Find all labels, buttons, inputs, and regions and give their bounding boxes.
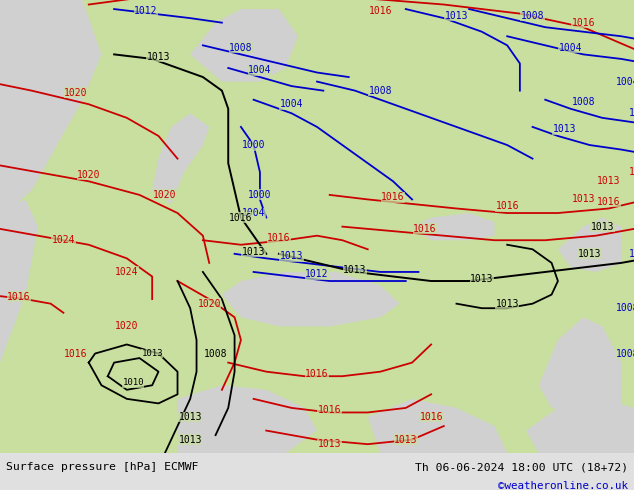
Text: 1004: 1004 (559, 43, 583, 52)
Text: 1020: 1020 (197, 299, 221, 309)
Text: 1016: 1016 (419, 412, 443, 422)
Polygon shape (0, 199, 38, 453)
Text: 1013: 1013 (280, 251, 304, 261)
Text: 1013: 1013 (146, 51, 171, 62)
Text: Surface pressure [hPa] ECMWF: Surface pressure [hPa] ECMWF (6, 462, 199, 472)
Text: 1013: 1013 (178, 435, 202, 444)
Text: 1013: 1013 (178, 412, 202, 422)
Text: 1013: 1013 (578, 249, 602, 259)
Text: 1020: 1020 (153, 190, 177, 200)
Polygon shape (412, 213, 495, 240)
Text: 1013: 1013 (552, 124, 576, 134)
Text: 1020: 1020 (64, 88, 88, 98)
Text: 1008: 1008 (204, 348, 228, 359)
Text: 1013: 1013 (242, 246, 266, 257)
Text: 1013: 1013 (343, 265, 367, 275)
Text: 1016: 1016 (64, 348, 88, 359)
Polygon shape (190, 9, 298, 82)
Text: 1016: 1016 (495, 201, 519, 211)
Text: 1013: 1013 (495, 299, 519, 309)
Text: 1004: 1004 (280, 99, 304, 109)
Text: 1008: 1008 (368, 86, 392, 96)
Text: 1016: 1016 (229, 213, 253, 222)
Text: 1008: 1008 (616, 303, 634, 313)
Text: 1016: 1016 (267, 233, 291, 243)
Text: 1016: 1016 (413, 224, 437, 234)
Text: 1013: 1013 (628, 108, 634, 118)
Text: 1004: 1004 (248, 65, 272, 75)
Text: 1000: 1000 (248, 190, 272, 200)
Polygon shape (526, 399, 634, 453)
Text: 1010: 1010 (122, 378, 144, 388)
Text: 1020: 1020 (77, 170, 101, 179)
Text: 1013: 1013 (597, 176, 621, 186)
Text: 1012: 1012 (628, 249, 634, 259)
Text: 1004: 1004 (616, 76, 634, 87)
Text: 1016: 1016 (381, 192, 405, 202)
Polygon shape (222, 272, 399, 326)
Text: 1004: 1004 (242, 208, 266, 218)
Text: Th 06-06-2024 18:00 UTC (18+72): Th 06-06-2024 18:00 UTC (18+72) (415, 462, 628, 472)
Text: 1008: 1008 (616, 348, 634, 359)
Text: 1012: 1012 (305, 269, 329, 279)
Text: 1013: 1013 (444, 11, 469, 21)
Polygon shape (368, 399, 507, 453)
Text: ©weatheronline.co.uk: ©weatheronline.co.uk (498, 481, 628, 490)
Polygon shape (178, 385, 317, 453)
Text: 1016: 1016 (318, 405, 342, 415)
Text: 1013: 1013 (590, 221, 614, 232)
Text: 1008: 1008 (521, 11, 545, 21)
Text: 1013: 1013 (571, 195, 595, 204)
Text: 1013: 1013 (141, 349, 163, 358)
Text: 1000: 1000 (242, 140, 266, 150)
Text: 1012: 1012 (134, 6, 158, 16)
Text: 1024: 1024 (115, 267, 139, 277)
Text: 1016: 1016 (368, 6, 392, 16)
Text: 1016: 1016 (597, 196, 621, 207)
Text: 1024: 1024 (51, 235, 75, 245)
Polygon shape (558, 218, 621, 272)
Polygon shape (539, 318, 621, 417)
Text: 1013: 1013 (318, 439, 342, 449)
Polygon shape (0, 0, 101, 218)
Text: 1020: 1020 (115, 321, 139, 331)
Text: 1008: 1008 (571, 97, 595, 107)
Text: 1013: 1013 (470, 274, 494, 284)
Text: 1008: 1008 (229, 43, 253, 52)
Text: 1016: 1016 (7, 292, 31, 302)
Text: 1016: 1016 (628, 167, 634, 177)
Polygon shape (152, 113, 209, 204)
Text: 1013: 1013 (394, 435, 418, 444)
Text: 1016: 1016 (571, 18, 595, 27)
Text: 1016: 1016 (305, 369, 329, 379)
